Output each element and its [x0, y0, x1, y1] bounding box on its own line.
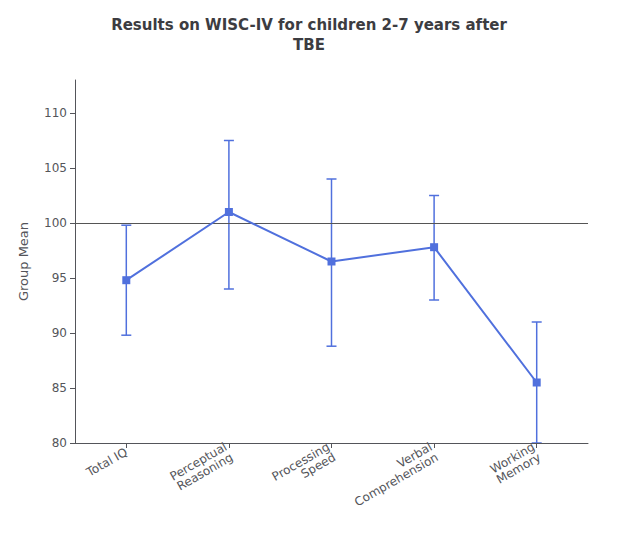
svg-text:Processing: Processing: [269, 439, 332, 484]
svg-text:90: 90: [52, 326, 67, 340]
svg-text:Group Mean: Group Mean: [16, 222, 31, 301]
svg-text:Speed: Speed: [298, 450, 338, 481]
svg-text:Total IQ: Total IQ: [83, 445, 130, 480]
svg-text:Comprehension: Comprehension: [352, 450, 440, 509]
svg-text:85: 85: [52, 381, 67, 395]
svg-text:Reasoning: Reasoning: [175, 450, 236, 493]
svg-text:Perceptual: Perceptual: [167, 439, 230, 484]
svg-text:80: 80: [52, 436, 67, 450]
svg-text:Verbal: Verbal: [394, 439, 435, 471]
svg-text:Results on WISC-IV for childre: Results on WISC-IV for children 2-7 year…: [111, 16, 507, 34]
svg-text:105: 105: [44, 161, 67, 175]
svg-text:TBE: TBE: [293, 36, 325, 54]
svg-text:110: 110: [44, 106, 67, 120]
svg-text:100: 100: [44, 216, 67, 230]
svg-text:Working: Working: [487, 439, 538, 477]
svg-text:Memory: Memory: [494, 450, 543, 486]
svg-text:95: 95: [52, 271, 67, 285]
